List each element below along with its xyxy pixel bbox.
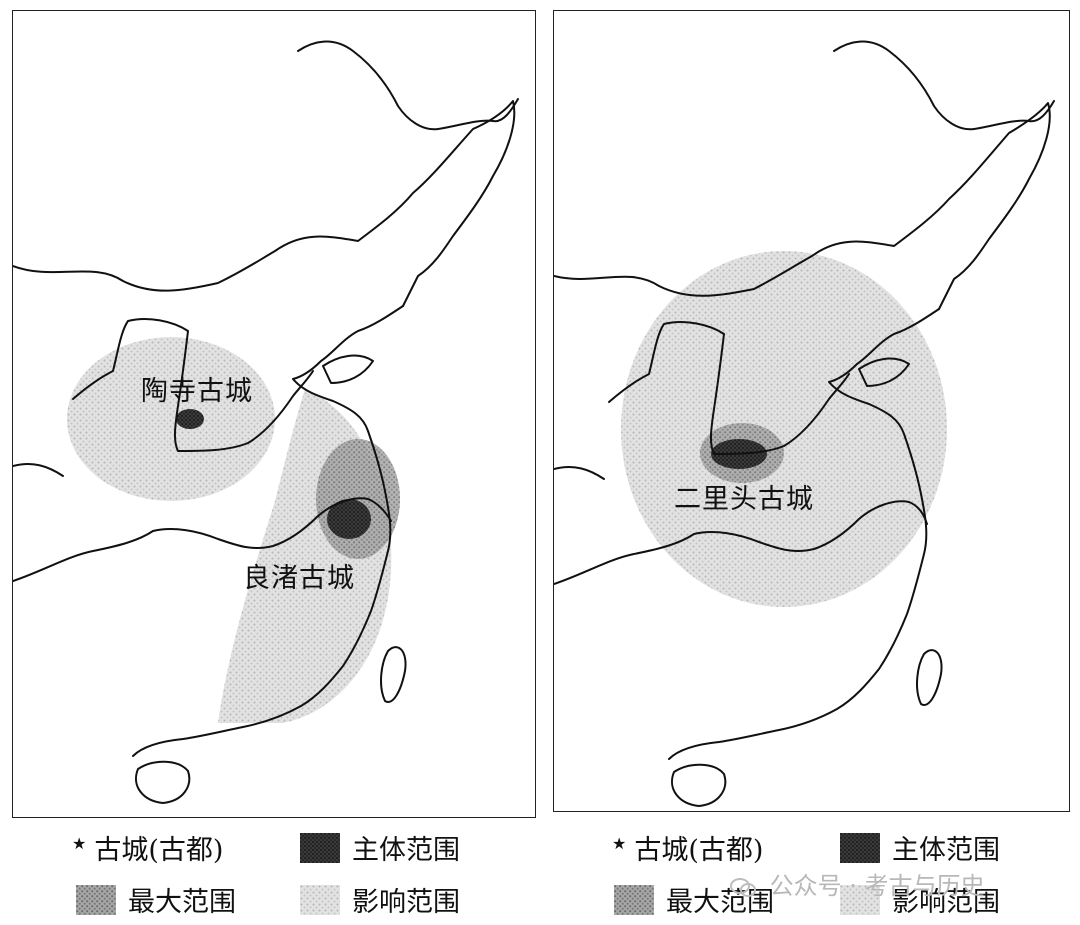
hainan-outline: [671, 763, 727, 807]
legend-influence-label: 影响范围: [352, 887, 460, 918]
legend-core: 主体范围: [300, 828, 460, 867]
legend-capital: ★ 古城(古都): [612, 828, 763, 867]
border-path: [833, 40, 1055, 131]
taosi-core-zone: [176, 409, 204, 429]
legend-max-label: 最大范围: [128, 887, 236, 918]
legend-influence-label: 影响范围: [892, 887, 1000, 918]
taiwan-outline: [916, 649, 943, 706]
legend-influence: 影响范围: [300, 880, 460, 919]
influence-swatch-icon: [840, 884, 880, 915]
core-swatch-icon: [300, 832, 340, 863]
legend-influence: 影响范围: [840, 880, 1000, 919]
left-map-panel: 陶寺古城 良渚古城: [12, 10, 536, 818]
max-swatch-icon: [76, 884, 116, 915]
right-map-panel: 二里头古城: [553, 10, 1070, 812]
city-label-taosi: 陶寺古城: [141, 376, 253, 407]
left-map-svg: [13, 40, 519, 804]
watermark-text: 公众号 · 考古与历史: [769, 872, 985, 900]
capital-star-icon: ★: [612, 834, 627, 853]
legend-max: 最大范围: [614, 880, 774, 919]
taosi-influence-zone: [67, 337, 275, 501]
legend-capital: ★ 古城(古都): [72, 828, 223, 867]
legend-capital-label: 古城(古都): [94, 835, 224, 866]
yangtze-river: [554, 500, 928, 585]
erlitou-influence-zone: [621, 251, 947, 607]
peninsula-path: [858, 357, 910, 387]
border-path: [13, 100, 516, 307]
watermark: 公众号 · 考古与历史: [730, 866, 985, 901]
max-swatch-icon: [614, 884, 654, 915]
peninsula-path: [322, 354, 374, 384]
yellow-river: [72, 318, 314, 452]
legend-core-label: 主体范围: [352, 835, 460, 866]
city-label-erlitou: 二里头古城: [674, 484, 814, 515]
yangtze-river: [13, 497, 392, 582]
yellow-river: [608, 321, 850, 455]
capital-star-icon: ★: [72, 834, 87, 853]
legend-capital-label: 古城(古都): [634, 835, 764, 866]
right-coastline: [554, 40, 1055, 807]
legend-max-label: 最大范围: [666, 887, 774, 918]
river-branch: [13, 463, 64, 477]
wechat-icon: [730, 878, 756, 897]
coast-path: [668, 308, 940, 760]
liangzhu-core-zone: [327, 499, 371, 539]
left-coastline: [13, 40, 519, 804]
border-path: [297, 40, 519, 131]
legend-core: 主体范围: [840, 828, 1000, 867]
border-path: [554, 102, 1051, 310]
influence-swatch-icon: [300, 884, 340, 915]
city-label-liangzhu: 良渚古城: [243, 563, 355, 594]
core-swatch-icon: [840, 832, 880, 863]
legend-max: 最大范围: [76, 880, 236, 919]
river-branch: [554, 466, 605, 480]
hainan-outline: [135, 760, 191, 804]
legend-core-label: 主体范围: [892, 835, 1000, 866]
taiwan-outline: [380, 646, 407, 703]
right-map-svg: [554, 40, 1055, 807]
